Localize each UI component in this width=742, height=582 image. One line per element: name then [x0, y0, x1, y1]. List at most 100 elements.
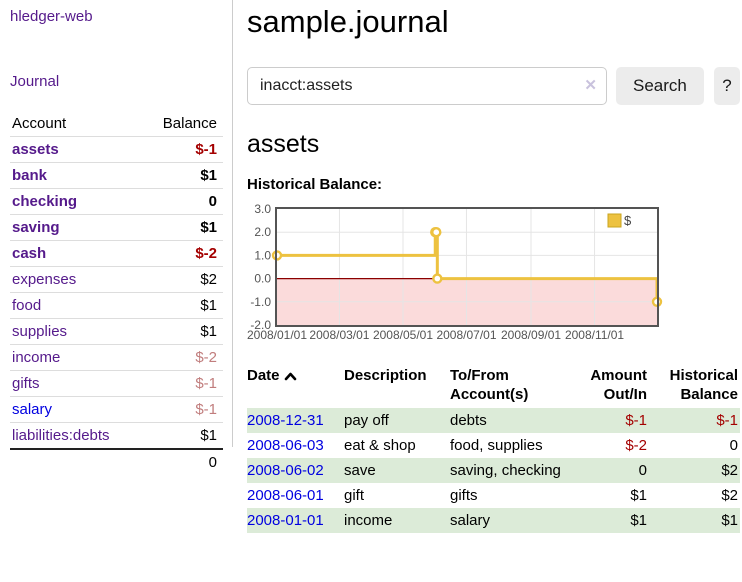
account-link[interactable]: salary — [12, 401, 52, 418]
account-row: liabilities:debts $1 — [10, 423, 223, 450]
account-link[interactable]: expenses — [12, 271, 76, 288]
search-button[interactable]: Search — [616, 67, 704, 105]
chart-label: Historical Balance: — [247, 176, 740, 193]
chart-canvas: $3.02.01.00.0-1.0-2.02008/01/012008/03/0… — [247, 201, 667, 347]
transaction-date-link[interactable]: 2008-06-02 — [247, 462, 324, 479]
account-balance: $-1 — [142, 371, 223, 397]
account-link[interactable]: assets — [12, 141, 59, 158]
svg-text:1.0: 1.0 — [254, 248, 271, 262]
register-col-balance: Historical Balance — [649, 362, 740, 408]
transaction-amount: $-2 — [572, 433, 649, 458]
accounts-table: Account Balance assets $-1 bank $1 checking 0… — [10, 111, 223, 475]
register-header-row: Date Description To/From Account(s) Amou… — [247, 362, 740, 408]
transaction-accounts: saving, checking — [450, 458, 572, 483]
account-balance: $-2 — [142, 345, 223, 371]
account-row: gifts $-1 — [10, 371, 223, 397]
register-col-accounts: To/From Account(s) — [450, 362, 572, 408]
transaction-accounts: debts — [450, 408, 572, 433]
transaction-accounts: salary — [450, 508, 572, 533]
account-balance: $-1 — [142, 137, 223, 163]
register-row: 2008-01-01incomesalary$1$1 — [247, 508, 740, 533]
sidebar: hledger-web Journal Account Balance asse… — [0, 0, 233, 447]
transaction-date-link[interactable]: 2008-12-31 — [247, 412, 324, 429]
svg-text:2008/03/01: 2008/03/01 — [309, 328, 369, 342]
register-col-amount: Amount Out/In — [572, 362, 649, 408]
svg-text:2008/05/01: 2008/05/01 — [373, 328, 433, 342]
accounts-body: assets$-1bank$1checking0saving$1cash$-2e… — [10, 137, 223, 450]
register-row: 2008-12-31pay offdebts$-1$-1 — [247, 408, 740, 433]
account-row: checking 0 — [10, 189, 223, 215]
account-balance: $1 — [142, 163, 223, 189]
account-link[interactable]: saving — [12, 219, 60, 236]
register-row: 2008-06-02 savesaving, checking0$2 — [247, 458, 740, 483]
transaction-date-link[interactable]: 2008-06-01 — [247, 487, 324, 504]
account-row: income $-2 — [10, 345, 223, 371]
svg-text:2008/09/01: 2008/09/01 — [501, 328, 561, 342]
account-row: saving $1 — [10, 215, 223, 241]
account-row: cash $-2 — [10, 241, 223, 267]
register-table: Date Description To/From Account(s) Amou… — [247, 362, 740, 533]
account-balance: $1 — [142, 293, 223, 319]
svg-text:2008/11/01: 2008/11/01 — [565, 328, 624, 342]
transaction-date-link[interactable]: 2008-01-01 — [247, 512, 324, 529]
account-link[interactable]: cash — [12, 245, 46, 262]
accounts-col-account: Account — [10, 111, 142, 137]
search-input[interactable] — [247, 67, 607, 105]
register-row: 2008-06-01 giftgifts$1$2 — [247, 483, 740, 508]
svg-text:2008/07/01: 2008/07/01 — [436, 328, 496, 342]
account-link[interactable]: food — [12, 297, 41, 314]
brand-link[interactable]: hledger-web — [10, 8, 93, 25]
svg-text:$: $ — [624, 213, 632, 228]
account-link[interactable]: bank — [12, 167, 47, 184]
transaction-balance: $2 — [649, 483, 740, 508]
account-balance: $1 — [142, 423, 223, 450]
transaction-balance: $-1 — [649, 408, 740, 433]
transaction-accounts: food, supplies — [450, 433, 572, 458]
transaction-date-link[interactable]: 2008-06-03 — [247, 437, 324, 454]
svg-text:-1.0: -1.0 — [250, 295, 271, 309]
account-link[interactable]: checking — [12, 193, 77, 210]
account-row: expenses$2 — [10, 267, 223, 293]
sort-ascending-icon — [284, 367, 297, 386]
accounts-total-value: 0 — [142, 449, 223, 475]
account-balance: $1 — [142, 215, 223, 241]
account-balance: $-1 — [142, 397, 223, 423]
account-row: assets $-1 — [10, 137, 223, 163]
account-link[interactable]: liabilities:debts — [12, 427, 110, 444]
transaction-description: save — [344, 458, 450, 483]
clear-search-icon[interactable]: ✕ — [584, 76, 597, 94]
account-heading: assets — [247, 130, 740, 159]
main-panel: sample.journal ✕ Search ? assets Histori… — [247, 0, 740, 533]
search-form: ✕ Search ? — [247, 67, 740, 105]
account-row: supplies$1 — [10, 319, 223, 345]
register-body: 2008-12-31pay offdebts$-1$-12008-06-03ea… — [247, 408, 740, 533]
account-link[interactable]: supplies — [12, 323, 67, 340]
transaction-balance: $1 — [649, 508, 740, 533]
account-row: salary $-1 — [10, 397, 223, 423]
svg-text:3.0: 3.0 — [254, 202, 271, 216]
page-title: sample.journal — [247, 4, 740, 40]
accounts-col-balance: Balance — [142, 111, 223, 137]
account-link[interactable]: income — [12, 349, 60, 366]
register-col-date[interactable]: Date — [247, 362, 344, 408]
transaction-description: eat & shop — [344, 433, 450, 458]
transaction-description: income — [344, 508, 450, 533]
help-button[interactable]: ? — [714, 67, 740, 105]
account-balance: $-2 — [142, 241, 223, 267]
transaction-description: pay off — [344, 408, 450, 433]
transaction-balance: $2 — [649, 458, 740, 483]
transaction-amount: 0 — [572, 458, 649, 483]
transaction-amount: $1 — [572, 508, 649, 533]
transaction-description: gift — [344, 483, 450, 508]
svg-text:2008/01/01: 2008/01/01 — [247, 328, 307, 342]
historical-balance-chart: $3.02.01.00.0-1.0-2.02008/01/012008/03/0… — [247, 201, 740, 352]
transaction-amount: $-1 — [572, 408, 649, 433]
account-link[interactable]: gifts — [12, 375, 40, 392]
svg-text:0.0: 0.0 — [254, 272, 271, 286]
account-row: food $1 — [10, 293, 223, 319]
account-balance: 0 — [142, 189, 223, 215]
transaction-amount: $1 — [572, 483, 649, 508]
sidebar-item-journal[interactable]: Journal — [10, 73, 59, 90]
transaction-accounts: gifts — [450, 483, 572, 508]
accounts-total-row: 0 — [10, 449, 223, 475]
